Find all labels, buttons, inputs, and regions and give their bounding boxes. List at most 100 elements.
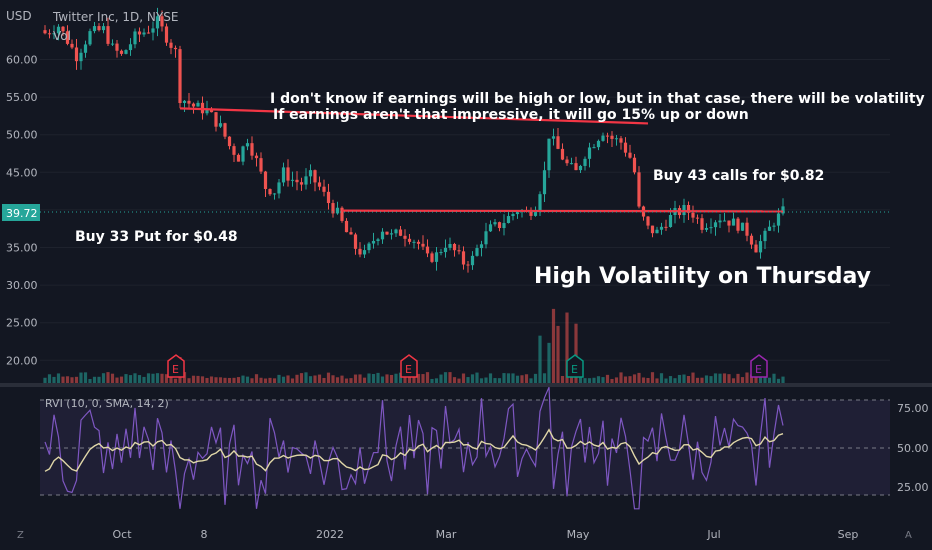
volume-bar [722,373,727,383]
annotation-buy-puts[interactable]: Buy 33 Put for $0.48 [75,229,238,245]
candle-body [709,227,713,229]
candle-body [362,250,367,255]
candle-body [745,222,749,236]
symbol-title[interactable]: Twitter Inc, 1D, NYSE [52,10,178,24]
volume-bar [214,377,218,383]
volume-bar [569,375,574,383]
volume-bar [259,377,263,383]
candle-body [578,165,583,171]
candle-body [313,170,317,183]
volume-bar [173,378,178,383]
volume-bar [695,377,700,383]
corner-right-label[interactable]: A [905,530,912,541]
candle-body [425,246,430,254]
candle-body [61,26,65,32]
volume-bar [74,376,79,383]
earnings-badge [750,354,768,378]
price-axis[interactable]: 60.00 55.00 50.00 45.00 35.00 30.00 25.00 20.00 [6,53,38,367]
volume-bar [52,376,56,383]
corner-left-label[interactable]: Z [17,530,24,541]
annotation-buy-calls[interactable]: Buy 43 calls for $0.82 [653,168,824,184]
volume-bar [421,374,425,383]
volume-bar [425,372,430,383]
volume-bar [430,378,434,383]
volume-bar [475,372,479,383]
candle-body [223,123,227,137]
candle-body [718,220,722,223]
candle-body [452,244,457,251]
time-axis-label: 8 [201,528,208,541]
time-axis-label: 2022 [316,528,344,541]
candle-body [664,226,668,228]
annotation-line2[interactable]: If earnings aren't that impressive, it w… [273,107,749,123]
price-tick-label: 30.00 [6,279,38,292]
candle-body [214,112,218,127]
candle-body [403,235,407,239]
candle-body [736,218,740,231]
candle-body [268,189,272,195]
candle-body [407,238,412,242]
volume-bar [511,373,515,383]
trendline [179,107,649,125]
candle-body [479,244,484,249]
candle-body [623,142,628,153]
candle-body [776,213,781,226]
volume-bar [61,376,65,383]
time-axis[interactable]: Oct 8 2022 Mar May Jul Sep [112,528,858,541]
candle-body [628,152,632,158]
volume-bar [556,325,560,383]
volume-bar [646,377,650,383]
volume-bar [151,373,155,383]
rvi-label[interactable]: RVI (10, 0, SMA, 14, 2) [45,397,169,410]
volume-bar [241,375,245,383]
candle-body [421,243,425,247]
volume-bar [250,378,254,383]
volume-bar [209,376,214,383]
volume-bar [416,373,421,383]
volume-bar [596,376,601,383]
candle-body [587,147,592,159]
candle-body [97,26,101,31]
volume-bar [83,372,88,383]
volume-bar [610,378,614,383]
earnings-marker[interactable]: E [400,354,418,378]
candle-body [461,251,466,265]
candle-body [569,163,574,165]
price-tick-label: 25.00 [6,317,38,330]
candle-body [583,158,587,166]
earnings-letter: E [755,363,762,376]
candle-body [655,229,659,234]
volume-bar [506,373,511,383]
volume-bar [169,374,173,383]
candle-body [772,225,776,227]
volume-bar [740,377,745,383]
earnings-badge [167,354,185,378]
earnings-marker[interactable]: E [750,354,768,378]
volume-bar [731,378,736,383]
candle-body [241,146,245,162]
volume-bar [623,376,628,383]
candle-body [394,229,398,234]
earnings-marker[interactable]: E [566,354,584,378]
volume-bar [551,308,556,383]
volume-bar [641,377,646,383]
volume-bar [254,374,259,383]
volume-bar [461,373,466,383]
volume-bar [758,374,763,383]
earnings-marker[interactable]: E [167,354,185,378]
last-price-value: 39.72 [6,207,38,220]
candle-body [574,163,578,171]
trendline [341,209,784,213]
candle-body [592,147,596,149]
annotation-headline[interactable]: High Volatility on Thursday [534,264,871,289]
volume-bar [578,376,583,383]
volume-bar [362,377,367,383]
candle-body [632,157,637,173]
earnings-badge [566,354,584,378]
annotation-line1[interactable]: I don't know if earnings will be high or… [270,91,925,107]
candle-body [529,211,533,216]
candle-body [83,44,88,53]
volume-label[interactable]: Vol [53,29,71,43]
rvi-signal-line [44,428,784,472]
